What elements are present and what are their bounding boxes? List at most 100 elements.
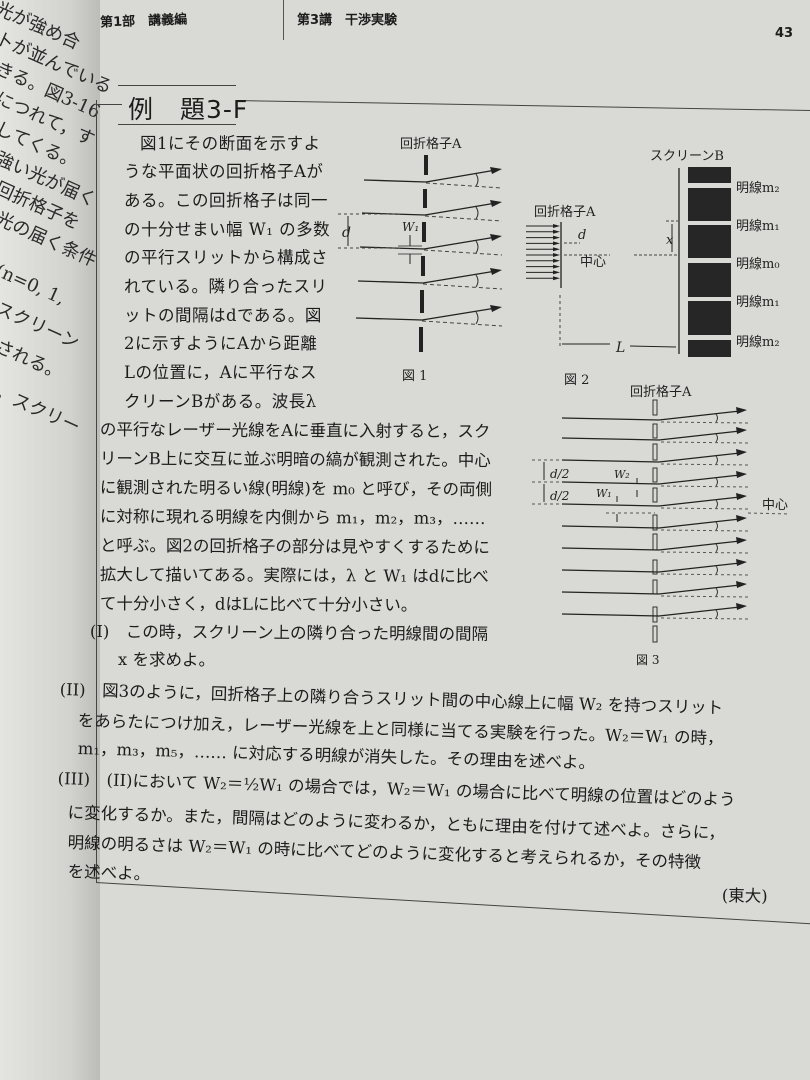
slit — [652, 399, 658, 416]
fig1-w1-label: W₁ — [402, 220, 419, 234]
angle-arc — [715, 543, 718, 553]
question-3-line: を述べよ。 — [67, 862, 151, 884]
arrowhead-icon — [553, 258, 560, 263]
fig2-center-label: 中心 — [580, 255, 606, 270]
normal-dashed-line — [660, 441, 749, 444]
arrowhead-icon — [736, 407, 747, 414]
arrowhead-icon — [736, 449, 747, 456]
problem-intro-line: ある。この回折格子は同一 — [124, 191, 328, 210]
normal-dashed-line — [660, 617, 749, 620]
arrowhead-icon — [736, 427, 747, 434]
dark-fringe — [688, 263, 731, 297]
problem-intro-line: 図1にその断面を示すよ — [140, 134, 321, 153]
diffracted-ray — [658, 452, 741, 463]
title-rule-right — [235, 100, 810, 112]
angle-arc — [715, 587, 718, 597]
angle-arc — [715, 609, 718, 619]
fig2-fringe-m2-top: 明線m₂ — [736, 180, 780, 196]
slit — [652, 514, 658, 531]
problem-intro-line: ットの間隔はdである。図 — [124, 306, 322, 325]
incident-ray — [561, 613, 660, 617]
fig2-fringe-m1-bottom: 明線m₁ — [736, 294, 780, 310]
diffracted-ray — [423, 236, 497, 250]
problem-intro-line: の平行なレーザー光線をAに垂直に入射すると，スク — [99, 420, 491, 442]
arrowhead-icon — [553, 264, 560, 269]
slit — [652, 487, 658, 503]
diffracted-ray — [422, 270, 497, 284]
incident-ray — [561, 503, 660, 507]
diffracted-ray — [658, 584, 741, 595]
problem-intro-line: に観測された明るい線(明線)を m₀ と呼び，その両側 — [99, 478, 493, 500]
angle-arc — [715, 565, 718, 575]
normal-dashed-line — [423, 249, 503, 256]
fig1-caption: 図 1 — [402, 369, 427, 384]
dark-fringe — [688, 225, 731, 258]
incident-ray — [561, 591, 660, 595]
slit — [652, 606, 658, 623]
incident-ray — [561, 481, 660, 485]
incident-ray — [561, 547, 660, 551]
arrowhead-icon — [553, 235, 560, 240]
problem-intro-line: クリーンBがある。波長λ — [124, 392, 317, 411]
dark-fringe — [688, 301, 731, 335]
arrowhead-icon — [490, 234, 502, 241]
incident-ray — [355, 317, 423, 321]
fig3-caption: 図 3 — [636, 653, 659, 667]
normal-dashed-line — [660, 507, 749, 510]
fig3-w2-label: W₂ — [614, 468, 630, 481]
fig2-grating-label: 回折格子A — [534, 204, 596, 220]
L-dimension-right — [629, 345, 677, 348]
header-divider — [283, 0, 284, 40]
angle-arc — [715, 477, 718, 487]
header-lecture: 第3講 干渉実験 — [297, 13, 398, 28]
problem-intro-line: Lの位置に，Aに平行なス — [124, 363, 318, 382]
incident-ray — [561, 437, 660, 441]
problem-intro-line: リーンB上に交互に並ぶ明暗の縞が観測された。中心 — [99, 449, 491, 471]
question-1-line: (I) この時，スクリーン上の隣り合った明線間の間隔 — [89, 622, 489, 644]
fig2-fringe-m0: 明線m₀ — [736, 256, 780, 272]
angle-arc — [715, 413, 718, 423]
dark-fringe — [688, 167, 731, 183]
title-rule-bottom — [118, 124, 236, 125]
question-1-line: x を求めよ。 — [117, 650, 216, 670]
figure-2: スクリーンB 回折格子A d 中心 x L 明線m₂ 明線m₁ 明線m₀ 明線m… — [526, 149, 780, 388]
slit — [652, 443, 658, 461]
problem-intro-line: れている。隣り合ったスリ — [124, 277, 328, 296]
header-part: 第1部 講義編 — [99, 12, 188, 31]
slit — [652, 533, 658, 551]
diffracted-ray — [421, 307, 497, 321]
page-number: 43 — [775, 26, 794, 41]
slit — [652, 423, 658, 439]
arrowhead-icon — [490, 200, 502, 207]
arrowhead-icon — [553, 253, 560, 257]
diffracted-ray — [658, 606, 741, 617]
angle-arc — [475, 240, 479, 254]
fig3-half-d-label-1: d/2 — [550, 467, 569, 481]
incident-ray — [561, 459, 660, 463]
angle-arc — [715, 433, 718, 443]
angle-arc — [475, 206, 479, 220]
diffracted-ray — [424, 202, 497, 216]
incident-ray — [357, 280, 424, 284]
normal-dashed-line — [660, 573, 749, 576]
arrowhead-icon — [553, 241, 560, 246]
problem-frame-left — [96, 100, 97, 883]
fig2-d-label: d — [578, 228, 586, 243]
normal-dashed-line — [422, 283, 503, 290]
fig3-center-label: 中心 — [762, 498, 788, 513]
problem-intro-line: 2に示すようにAから距離 — [124, 334, 318, 353]
arrowhead-icon — [736, 471, 747, 478]
arrowhead-icon — [553, 270, 560, 275]
center-dashed — [747, 512, 791, 515]
question-2-line: m₁，m₃，m₅，…… に対応する明線が消失した。その理由を述べよ。 — [77, 739, 596, 773]
diffracted-ray — [658, 496, 741, 507]
question-3-line: (III) (II)において W₂＝½W₁ の場合では，W₂＝W₁ の場合に比べ… — [57, 769, 736, 810]
title-rule-left — [96, 104, 122, 105]
problem-intro-line: うな平面状の回折格子Aが — [124, 162, 324, 181]
normal-dashed-line — [425, 182, 503, 189]
fig3-half-d-label-2: d/2 — [550, 489, 569, 503]
figure-1: 回折格子A d W₁ 図 1 — [338, 136, 503, 384]
incident-ray — [363, 179, 427, 183]
angle-arc — [715, 499, 718, 509]
problem-intro-line: の平行スリットから構成さ — [124, 248, 328, 267]
